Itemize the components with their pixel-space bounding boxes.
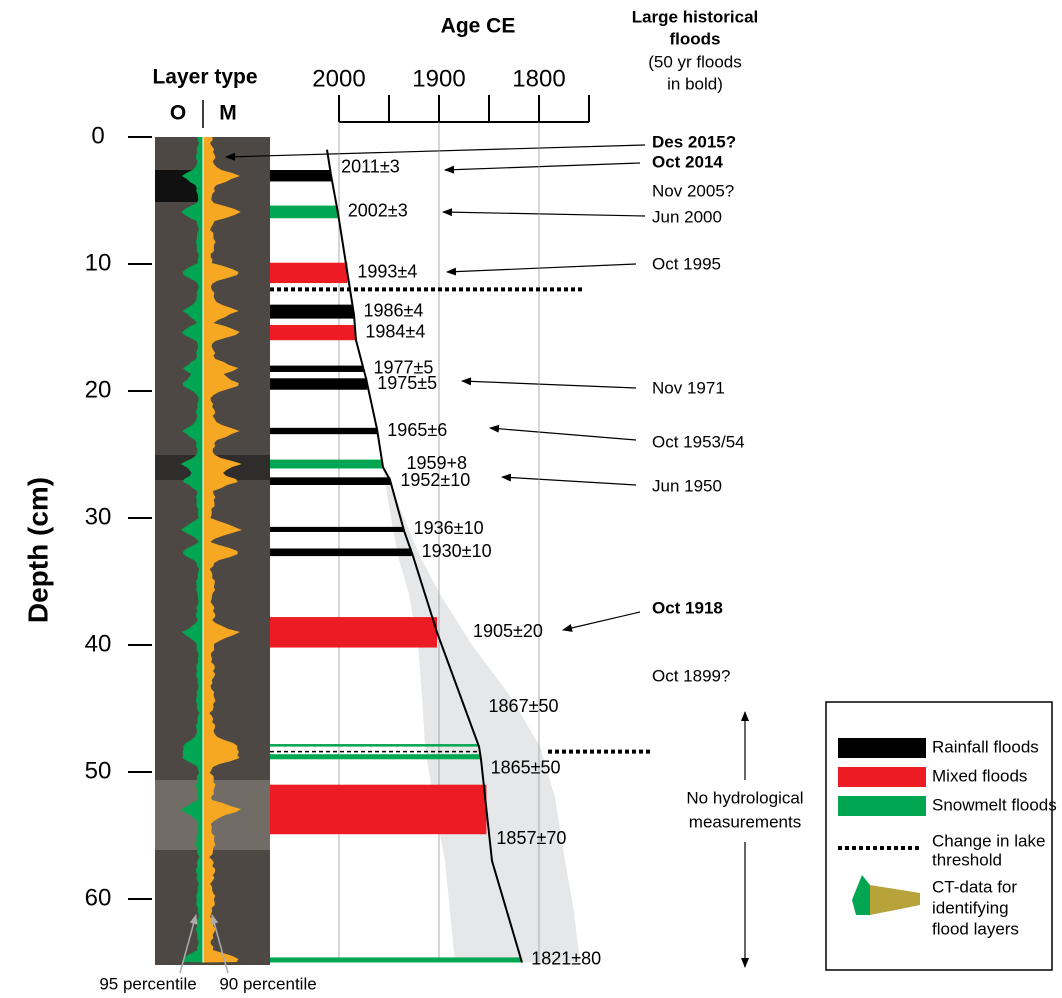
flood-layer xyxy=(270,617,437,648)
percentile-label: 95 percentile xyxy=(99,974,196,993)
age-label: 1867±50 xyxy=(489,696,559,716)
age-label: 1936±10 xyxy=(414,518,484,538)
historical-flood: Nov 2005? xyxy=(652,181,734,200)
note: measurements xyxy=(689,812,801,831)
arrow xyxy=(225,144,646,161)
y-tick-label: 40 xyxy=(85,630,112,657)
y-tick-label: 20 xyxy=(85,376,112,403)
flood-arrows xyxy=(225,144,646,632)
historical-flood: Oct 1899? xyxy=(652,666,730,685)
age-label: 1821±80 xyxy=(531,949,601,969)
historical-flood: Jun 2000 xyxy=(652,207,722,226)
historical-flood: Oct 1995 xyxy=(652,254,721,273)
percentile-arrow xyxy=(179,914,198,974)
arrow xyxy=(461,377,637,389)
flood-layer xyxy=(270,784,487,835)
y-tick-label: 10 xyxy=(85,249,112,276)
x-tick-label: 1900 xyxy=(412,65,465,92)
y-tick-label: 30 xyxy=(85,503,112,530)
core-photo xyxy=(155,137,270,965)
flood-layer xyxy=(270,754,481,760)
age-label: 2011±3 xyxy=(341,156,400,176)
arrow xyxy=(501,473,637,486)
historical-flood: Oct 1918 xyxy=(652,598,723,617)
legend-label: Snowmelt floods xyxy=(932,795,1057,814)
legend-ct-icon xyxy=(870,885,920,915)
chart-title: Age CE xyxy=(441,15,516,38)
flood-layer xyxy=(270,744,479,747)
flood-layer xyxy=(270,459,383,469)
age-label: 2002±3 xyxy=(348,201,408,221)
legend-label: Mixed floods xyxy=(932,766,1027,785)
layer-o: O xyxy=(170,102,186,125)
arrow xyxy=(444,162,641,174)
historical-flood: Nov 1971 xyxy=(652,378,725,397)
legend-ct-icon xyxy=(852,875,870,915)
flood-layer xyxy=(270,378,368,390)
flood-layer xyxy=(270,324,356,341)
flood-layer xyxy=(270,365,364,372)
ct-m-curve xyxy=(203,137,242,963)
ct-o-curve xyxy=(180,137,203,963)
y-tick-label: 0 xyxy=(91,122,104,149)
legend-swatch xyxy=(838,796,926,816)
age-label: 1977±5 xyxy=(374,358,434,378)
floods-header: (50 yr floods xyxy=(648,52,742,71)
flood-layer xyxy=(270,548,412,557)
x-tick-label: 2000 xyxy=(312,65,365,92)
flood-layer xyxy=(270,304,354,319)
arrow xyxy=(446,263,637,276)
legend-label: Rainfall floods xyxy=(932,737,1039,756)
legend-swatch xyxy=(838,738,926,758)
flood-layer xyxy=(270,957,522,963)
age-label: 1857±70 xyxy=(496,828,566,848)
note: No hydrological xyxy=(686,788,803,807)
flood-layer xyxy=(270,477,391,485)
age-label: 1975±5 xyxy=(377,373,437,393)
flood-layer xyxy=(270,205,338,219)
legend-label: flood layers xyxy=(932,919,1019,938)
layer-m: M xyxy=(219,102,237,125)
y-axis-label: Depth (cm) xyxy=(22,477,53,623)
age-model xyxy=(326,149,523,963)
age-label: 1986±4 xyxy=(364,300,424,320)
arrow xyxy=(562,611,641,632)
legend-label: Change in lake xyxy=(932,831,1045,850)
age-label: 1905±20 xyxy=(473,621,543,641)
flood-layer xyxy=(270,170,332,182)
uncertainty-band xyxy=(383,467,580,963)
age-label: 1930±10 xyxy=(422,541,492,561)
historical-flood: Oct 2014 xyxy=(652,152,723,171)
percentile-arrow xyxy=(210,914,229,974)
legend-label: CT-data for xyxy=(932,877,1017,896)
legend-label: threshold xyxy=(932,850,1002,869)
flood-layer xyxy=(270,427,378,435)
age-label: 1865±50 xyxy=(491,758,561,778)
age-label: 1993±4 xyxy=(357,262,417,282)
historical-flood: Des 2015? xyxy=(652,132,736,151)
age-label: 1952±10 xyxy=(400,470,470,490)
arrow xyxy=(489,424,637,441)
percentile-label: 90 percentile xyxy=(219,974,316,993)
age-label: 1984±4 xyxy=(365,321,425,341)
historical-flood: Oct 1953/54 xyxy=(652,432,745,451)
layer-header: Layer type xyxy=(152,66,257,89)
arrow xyxy=(442,208,646,217)
historical-flood: Jun 1950 xyxy=(652,476,722,495)
y-tick-label: 60 xyxy=(85,884,112,911)
floods-header: Large historical xyxy=(632,7,759,26)
legend-swatch xyxy=(838,767,926,787)
age-label: 1959+8 xyxy=(407,453,468,473)
floods-header: floods xyxy=(670,29,721,48)
legend-label: identifying xyxy=(932,898,1009,917)
flood-layer xyxy=(270,526,404,532)
age-label: 1965±6 xyxy=(387,420,447,440)
y-tick-label: 50 xyxy=(85,757,112,784)
flood-layer xyxy=(270,262,348,284)
x-tick-label: 1800 xyxy=(512,65,565,92)
floods-header: in bold) xyxy=(667,74,723,93)
